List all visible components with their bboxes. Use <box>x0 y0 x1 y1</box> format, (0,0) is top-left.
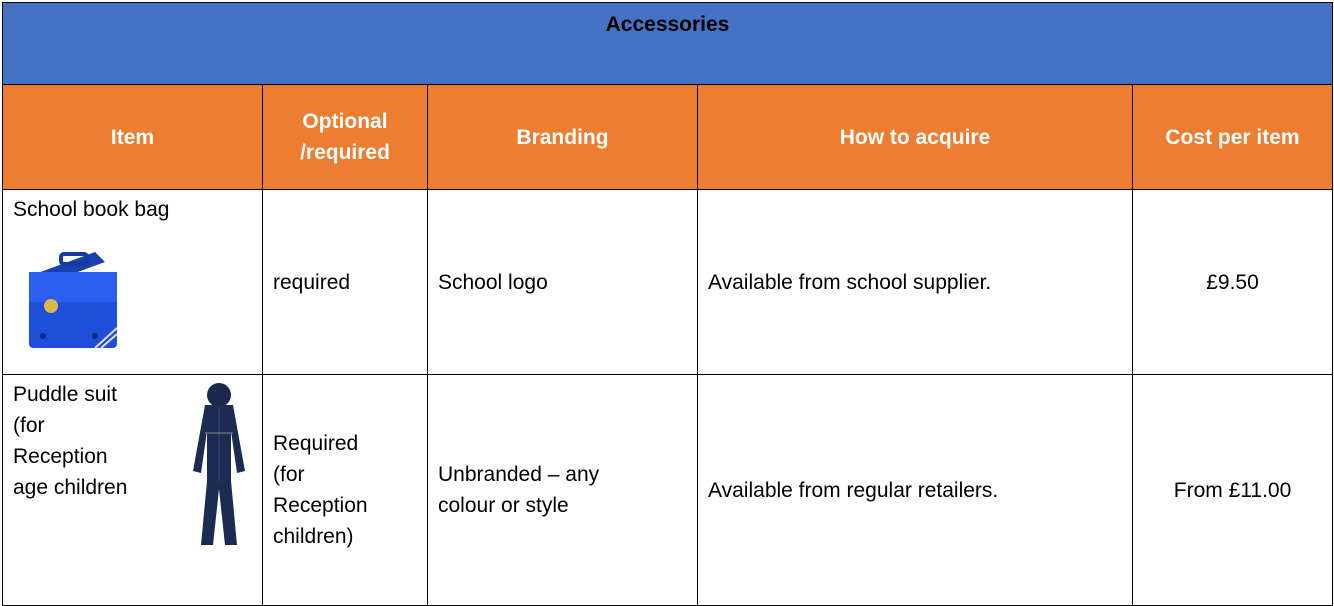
cell: required <box>262 189 428 375</box>
header-cell: Optional /required <box>262 84 428 190</box>
cell: Required (for Reception children) <box>262 374 428 606</box>
cost-cell: From £11.00 <box>1132 374 1333 606</box>
item-cell: School book bag <box>2 189 263 375</box>
cell: School logo <box>427 189 698 375</box>
table-row: School book bag required School logo Ava… <box>2 189 1333 375</box>
header-cell: Item <box>2 84 263 190</box>
cost-cell: £9.50 <box>1132 189 1333 375</box>
header-cell: Branding <box>427 84 698 190</box>
header-text: Optional /required <box>300 110 390 164</box>
cell: Available from regular retailers. <box>697 374 1133 606</box>
cell-text: Unbranded – any colour or style <box>438 463 600 517</box>
table-row: Puddle suit (for Reception age children … <box>2 374 1333 606</box>
cell: Available from school supplier. <box>697 189 1133 375</box>
title-row: Accessories <box>2 2 1333 85</box>
book-bag-image <box>29 252 118 349</box>
header-row: Item Optional /required Branding How to … <box>2 84 1333 190</box>
cell: Unbranded – any colour or style <box>427 374 698 606</box>
item-cell: Puddle suit (for Reception age children <box>2 374 263 606</box>
item-text: School book bag <box>13 198 170 221</box>
header-cell: How to acquire <box>697 84 1133 190</box>
item-text: Puddle suit (for Reception age children <box>13 383 128 499</box>
header-cell: Cost per item <box>1132 84 1333 190</box>
table-title: Accessories <box>2 2 1333 85</box>
cell-text: Required (for Reception children) <box>273 432 368 548</box>
puddle-suit-image <box>193 383 245 545</box>
